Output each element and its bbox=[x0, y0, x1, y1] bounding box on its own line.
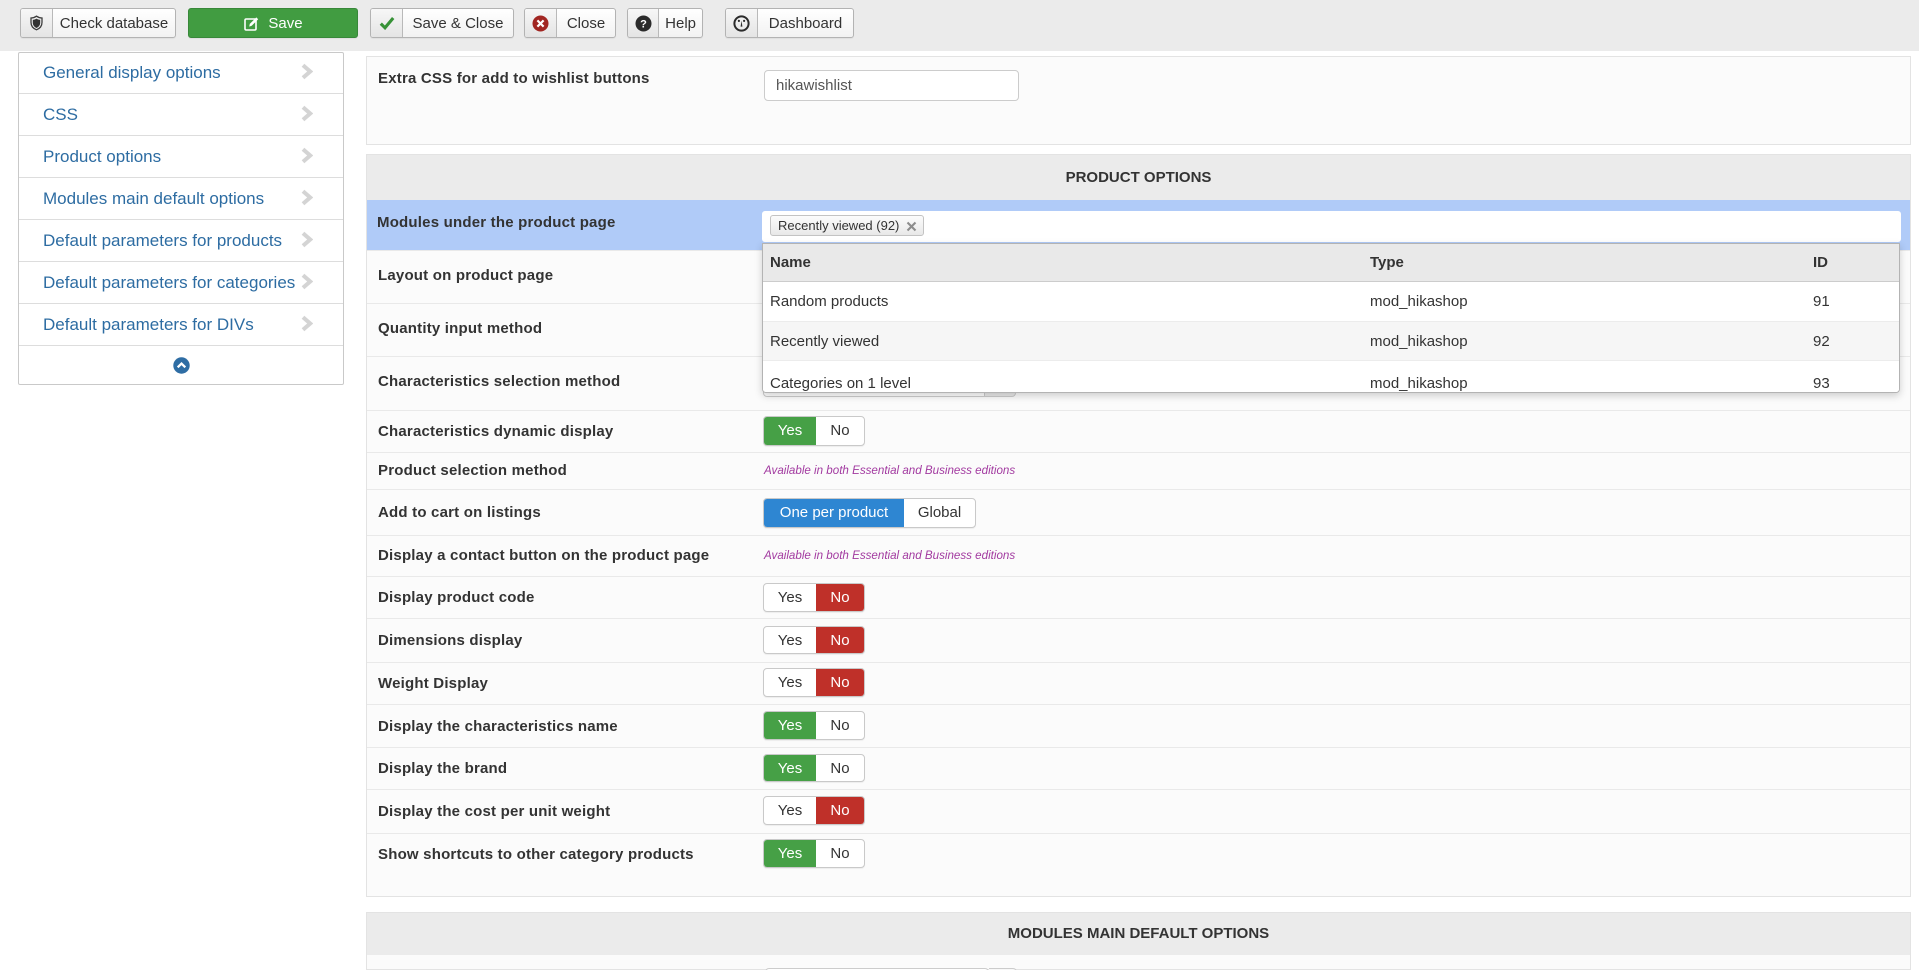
svg-text:?: ? bbox=[640, 18, 647, 30]
